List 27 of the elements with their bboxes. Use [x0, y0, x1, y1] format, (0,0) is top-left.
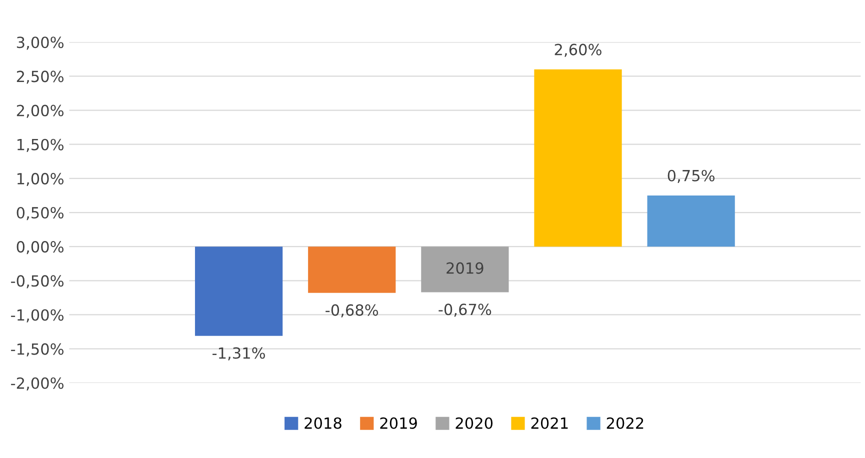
y-tick-label: 1,00% — [17, 172, 64, 186]
y-tick-label: 1,50% — [17, 138, 64, 152]
y-tick-label: -2,00% — [11, 377, 64, 390]
data-label: 0,75% — [668, 170, 714, 183]
bar — [308, 246, 396, 293]
legend-label: 2022 — [606, 417, 644, 429]
y-tick-label: -1,00% — [11, 309, 64, 322]
annotation: 2019 — [446, 262, 484, 274]
y-tick-label: -0,50% — [11, 275, 64, 288]
legend-label: 2021 — [531, 417, 568, 429]
legend-label: 2020 — [456, 417, 493, 429]
data-label: 2,60% — [554, 44, 602, 57]
data-label: -0,67% — [438, 304, 492, 317]
data-label: -0,68% — [326, 304, 378, 318]
bar — [534, 69, 622, 247]
bar — [647, 195, 735, 247]
legend-label: 2018 — [304, 417, 342, 429]
legend-label: 2019 — [380, 417, 417, 429]
data-label: -1,31% — [212, 347, 265, 360]
bar — [421, 246, 509, 292]
y-tick-label: 0,00% — [16, 241, 64, 254]
bar — [194, 246, 283, 336]
y-tick-label: -1,50% — [11, 343, 64, 356]
y-tick-label: 0,50% — [16, 206, 64, 220]
y-tick-label: 2,50% — [16, 70, 64, 84]
y-tick-label: 2,00% — [16, 104, 64, 118]
y-tick-label: 3,00% — [16, 36, 64, 50]
